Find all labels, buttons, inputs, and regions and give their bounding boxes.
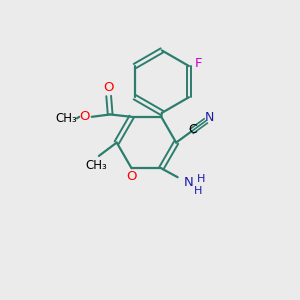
- Text: CH₃: CH₃: [56, 112, 77, 125]
- Text: C: C: [188, 123, 197, 136]
- Text: N: N: [184, 176, 194, 189]
- Text: O: O: [103, 82, 114, 94]
- Text: O: O: [126, 170, 137, 183]
- Text: CH₃: CH₃: [85, 159, 107, 172]
- Text: O: O: [79, 110, 90, 123]
- Text: F: F: [195, 57, 202, 70]
- Text: H: H: [194, 186, 203, 196]
- Text: N: N: [205, 111, 214, 124]
- Text: H: H: [197, 174, 206, 184]
